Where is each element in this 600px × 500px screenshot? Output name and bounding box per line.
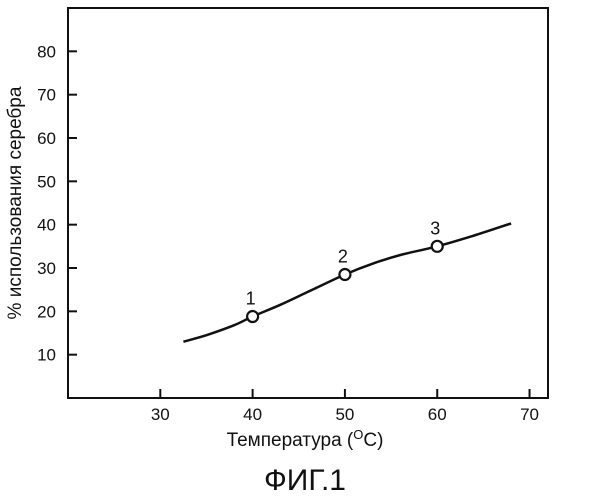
data-point-label-3: 3 [430, 218, 440, 238]
y-tick-label: 20 [37, 302, 56, 321]
x-axis-title: Температура (OC) [227, 427, 384, 451]
x-axis: 30 40 50 60 70 [151, 389, 539, 424]
y-tick-label: 10 [37, 346, 56, 365]
figure-caption: ФИГ.1 [264, 464, 346, 497]
y-tick-label: 50 [37, 172, 56, 191]
y-tick-label: 40 [37, 216, 56, 235]
y-tick-label: 80 [37, 42, 56, 61]
x-tick-label: 30 [151, 405, 170, 424]
data-point-label-1: 1 [246, 289, 256, 309]
y-axis: 10 20 30 40 50 60 70 80 [37, 42, 77, 364]
x-tick-label: 60 [428, 405, 447, 424]
data-point-1 [247, 311, 258, 322]
x-tick-label: 40 [243, 405, 262, 424]
y-tick-label: 70 [37, 86, 56, 105]
x-tick-label: 70 [520, 405, 539, 424]
data-point-2 [339, 269, 350, 280]
y-tick-label: 60 [37, 129, 56, 148]
x-axis-title-unit-end: C) [363, 430, 383, 451]
data-point-3 [432, 241, 443, 252]
y-axis-title: % использования серебра [5, 86, 26, 319]
x-tick-label: 50 [335, 405, 354, 424]
plot-area-frame [68, 8, 548, 398]
data-series-line [183, 223, 511, 341]
x-axis-title-main: Температура ( [227, 430, 354, 451]
x-axis-title-unit-superscript: O [353, 427, 363, 442]
data-point-label-2: 2 [338, 247, 348, 267]
y-tick-label: 30 [37, 259, 56, 278]
